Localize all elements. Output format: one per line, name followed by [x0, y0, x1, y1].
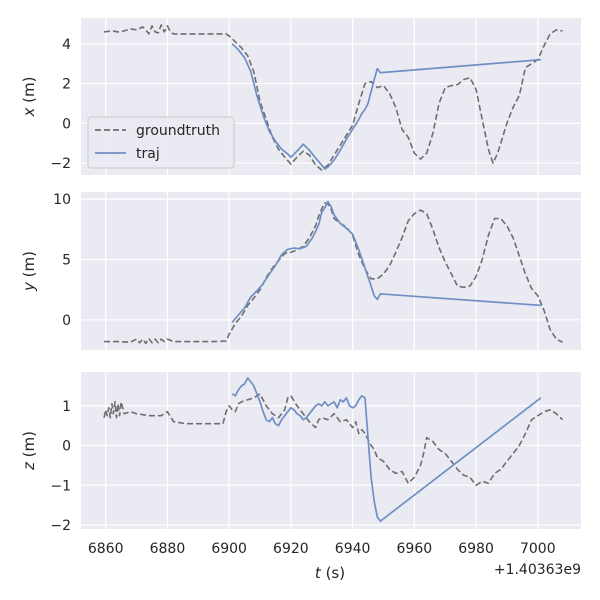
legend-label-traj: traj: [136, 146, 160, 162]
y-tick-label: −1: [50, 478, 71, 494]
x-tick-label: 7000: [520, 541, 556, 557]
x-offset-text: +1.40363e9: [494, 562, 581, 578]
plot-background: [81, 372, 581, 529]
y-tick-label: 0: [62, 439, 71, 455]
legend: groundtruth traj: [87, 116, 235, 169]
y-tick-label: −2: [50, 156, 71, 172]
legend-label-groundtruth: groundtruth: [136, 123, 220, 139]
y-tick-label: −2: [50, 518, 71, 534]
x-tick-label: 6900: [211, 541, 247, 557]
y-tick-label: 1: [62, 399, 71, 415]
x-tick-label: 6880: [150, 541, 186, 557]
series-line-traj: [231, 377, 542, 522]
plot-background: [81, 192, 581, 350]
y-tick-label: 4: [62, 37, 71, 53]
y-tick-label: 10: [53, 192, 71, 208]
x-tick-label: 6860: [88, 541, 124, 557]
x-axis-label: t (s): [315, 564, 345, 582]
y-tick-label: 0: [62, 313, 71, 329]
series-line-traj: [231, 200, 541, 323]
x-tick-label: 6920: [273, 541, 309, 557]
y-axis-label: y (m): [20, 251, 38, 292]
panel-3: 1 0 −1 −2 z (m): [20, 372, 581, 534]
y-axis-label: z (m): [20, 431, 38, 471]
x-tick-label: 6980: [458, 541, 494, 557]
series-line-traj: [231, 43, 541, 170]
x-tick-label: 6940: [335, 541, 371, 557]
x-axis: 6860 6880 6900 6920 6940 6960 6980 7000 t (s) +1.…: [88, 541, 581, 582]
y-tick-label: 0: [62, 116, 71, 132]
y-tick-label: 5: [62, 253, 71, 269]
y-tick-label: 2: [62, 77, 71, 93]
series-line-groundtruth: [103, 24, 563, 171]
series-line-groundtruth: [103, 393, 564, 487]
x-tick-label: 6960: [397, 541, 433, 557]
y-axis-label: x (m): [20, 77, 38, 118]
panel-2: 10 5 0 y (m): [20, 192, 581, 350]
